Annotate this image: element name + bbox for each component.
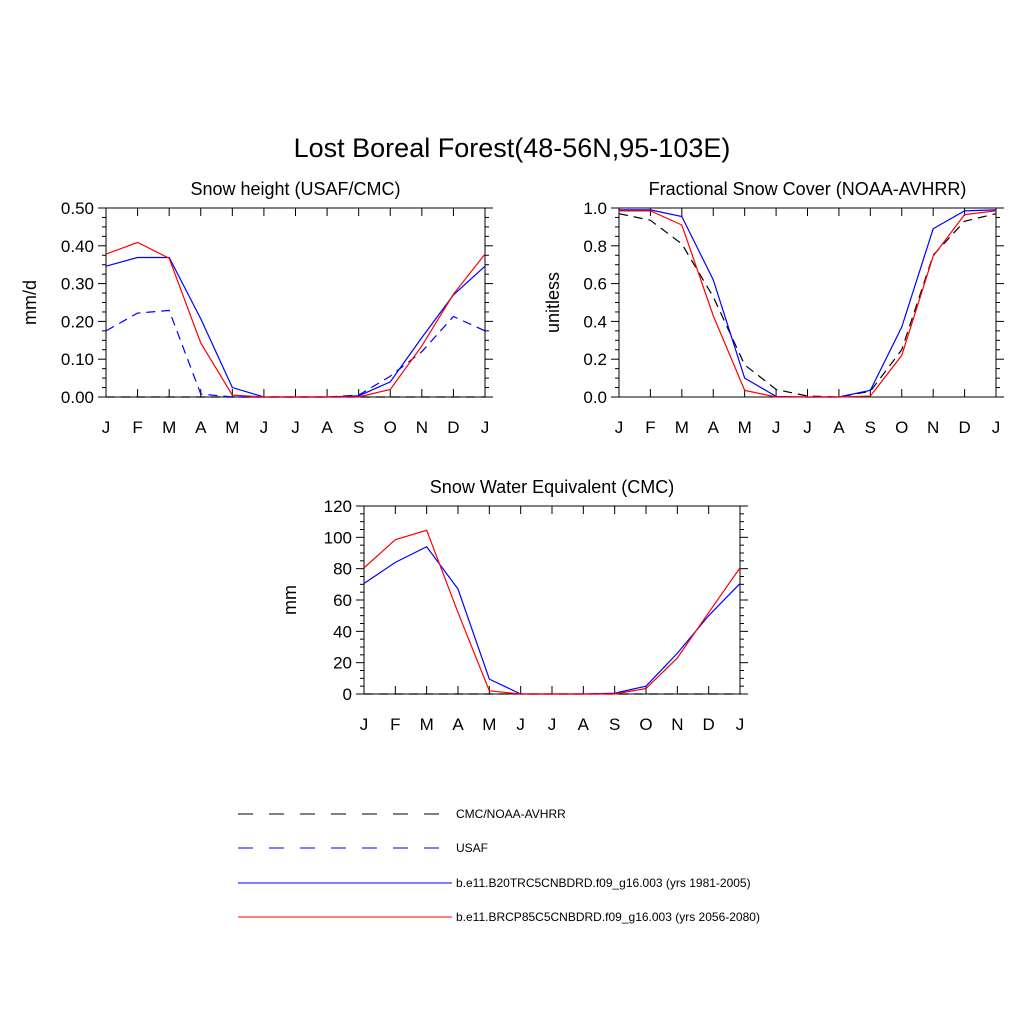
y-tick-label: 0.20 bbox=[61, 312, 94, 331]
x-tick-label: J bbox=[291, 418, 300, 437]
x-tick-label: M bbox=[162, 418, 176, 437]
legend-label: b.e11.BRCP85C5CNBDRD.f09_g16.003 (yrs 20… bbox=[456, 910, 760, 924]
chart-title: Fractional Snow Cover (NOAA-AVHRR) bbox=[649, 179, 967, 199]
x-tick-label: A bbox=[452, 715, 464, 734]
y-axis-label: mm/d bbox=[20, 280, 40, 325]
x-tick-label: F bbox=[132, 418, 142, 437]
x-tick-label: S bbox=[609, 715, 620, 734]
chart-title: Snow Water Equivalent (CMC) bbox=[430, 477, 674, 497]
x-tick-label: J bbox=[481, 418, 490, 437]
x-tick-label: M bbox=[225, 418, 239, 437]
legend-label: CMC/NOAA-AVHRR bbox=[456, 807, 566, 821]
y-tick-label: 20 bbox=[333, 654, 352, 673]
y-tick-label: 0.8 bbox=[583, 237, 607, 256]
x-tick-label: O bbox=[895, 418, 908, 437]
x-tick-label: J bbox=[736, 715, 745, 734]
x-tick-label: O bbox=[384, 418, 397, 437]
x-tick-label: A bbox=[321, 418, 333, 437]
x-tick-label: D bbox=[447, 418, 459, 437]
y-tick-label: 40 bbox=[333, 622, 352, 641]
figure-title: Lost Boreal Forest(48-56N,95-103E) bbox=[294, 133, 731, 163]
series-line-2 bbox=[105, 309, 486, 398]
x-tick-label: A bbox=[578, 715, 590, 734]
y-tick-label: 0.10 bbox=[61, 350, 94, 369]
x-tick-label: D bbox=[958, 418, 970, 437]
x-tick-label: J bbox=[260, 418, 269, 437]
x-tick-label: M bbox=[675, 418, 689, 437]
x-tick-label: O bbox=[639, 715, 652, 734]
x-tick-label: A bbox=[833, 418, 845, 437]
chart-panel-1: Snow height (USAF/CMC)J F M A M J J A S O N D J0.000… bbox=[20, 179, 493, 437]
x-tick-label: M bbox=[738, 418, 752, 437]
x-tick-label: N bbox=[416, 418, 428, 437]
y-tick-label: 100 bbox=[324, 528, 352, 547]
y-tick-label: 0.0 bbox=[583, 388, 607, 407]
chart-title: Snow height (USAF/CMC) bbox=[190, 179, 400, 199]
panels: Snow height (USAF/CMC)J F M A M J J A S O N D J0.000… bbox=[20, 179, 1004, 734]
legend-label: USAF bbox=[456, 841, 488, 855]
series-line-3 bbox=[363, 529, 741, 695]
y-axis-label: mm bbox=[280, 585, 300, 615]
x-tick-label: A bbox=[708, 418, 720, 437]
y-tick-label: 0.2 bbox=[583, 350, 607, 369]
x-tick-label: N bbox=[927, 418, 939, 437]
chart-panel-3: Snow Water Equivalent (CMC)J F M A M J J A S O N D J… bbox=[280, 477, 748, 734]
x-tick-label: J bbox=[360, 715, 369, 734]
y-tick-label: 60 bbox=[333, 591, 352, 610]
y-tick-label: 0.50 bbox=[61, 199, 94, 218]
legend-item-1: CMC/NOAA-AVHRR bbox=[238, 807, 566, 821]
y-tick-label: 1.0 bbox=[583, 199, 607, 218]
x-tick-label: J bbox=[102, 418, 111, 437]
y-tick-label: 0.30 bbox=[61, 275, 94, 294]
y-tick-label: 0.6 bbox=[583, 275, 607, 294]
x-tick-label: A bbox=[195, 418, 207, 437]
y-tick-label: 0 bbox=[343, 685, 352, 704]
y-tick-label: 0.40 bbox=[61, 237, 94, 256]
x-tick-label: M bbox=[420, 715, 434, 734]
x-tick-label: S bbox=[865, 418, 876, 437]
y-axis-label: unitless bbox=[543, 272, 563, 333]
legend-item-3: b.e11.B20TRC5CNBDRD.f09_g16.003 (yrs 198… bbox=[238, 876, 751, 890]
legend: CMC/NOAA-AVHRR USAF b.e11.B20TRC5CNBDRD.f0… bbox=[238, 807, 760, 924]
x-tick-label: F bbox=[390, 715, 400, 734]
y-tick-label: 0.00 bbox=[61, 388, 94, 407]
x-tick-label: J bbox=[772, 418, 781, 437]
legend-label: b.e11.B20TRC5CNBDRD.f09_g16.003 (yrs 198… bbox=[456, 876, 751, 890]
x-tick-label: J bbox=[992, 418, 1001, 437]
x-tick-label: M bbox=[482, 715, 496, 734]
y-tick-label: 80 bbox=[333, 560, 352, 579]
x-tick-label: D bbox=[703, 715, 715, 734]
x-tick-label: S bbox=[353, 418, 364, 437]
x-tick-label: J bbox=[803, 418, 812, 437]
legend-item-4: b.e11.BRCP85C5CNBDRD.f09_g16.003 (yrs 20… bbox=[238, 910, 760, 924]
x-tick-label: J bbox=[615, 418, 624, 437]
x-tick-label: J bbox=[516, 715, 525, 734]
y-tick-label: 0.4 bbox=[583, 312, 607, 331]
chart-panel-2: Fractional Snow Cover (NOAA-AVHRR)J F M A M J… bbox=[543, 179, 1004, 437]
legend-item-2: USAF bbox=[238, 841, 488, 855]
x-tick-label: N bbox=[671, 715, 683, 734]
x-tick-label: F bbox=[645, 418, 655, 437]
x-tick-label: J bbox=[548, 715, 557, 734]
series-line-4 bbox=[105, 241, 486, 398]
y-tick-label: 120 bbox=[324, 497, 352, 516]
series-line-3 bbox=[619, 210, 997, 398]
